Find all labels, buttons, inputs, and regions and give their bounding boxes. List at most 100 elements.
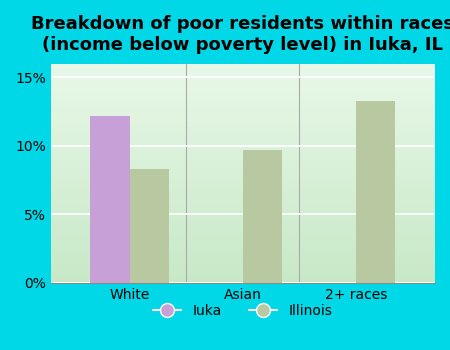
Bar xyxy=(50,210,435,212)
Bar xyxy=(50,257,435,259)
Bar xyxy=(50,160,435,162)
Bar xyxy=(50,171,435,173)
Bar xyxy=(50,158,435,160)
Bar xyxy=(130,169,169,283)
Bar xyxy=(50,130,435,132)
Bar xyxy=(50,180,435,182)
Bar xyxy=(50,142,435,145)
Bar xyxy=(50,94,435,97)
Bar xyxy=(50,64,435,66)
Bar xyxy=(50,241,435,243)
Bar xyxy=(50,114,435,116)
Bar xyxy=(50,197,435,199)
Bar xyxy=(50,228,435,230)
Bar xyxy=(50,92,435,94)
Bar xyxy=(50,177,435,180)
Bar xyxy=(50,121,435,123)
Bar xyxy=(50,272,435,274)
Bar xyxy=(50,162,435,164)
Bar xyxy=(50,105,435,107)
Bar xyxy=(50,230,435,232)
Bar xyxy=(50,83,435,86)
Bar xyxy=(50,149,435,151)
Bar xyxy=(50,189,435,191)
Bar xyxy=(50,99,435,101)
Bar xyxy=(50,267,435,270)
Bar xyxy=(50,195,435,197)
Bar xyxy=(50,116,435,118)
Bar xyxy=(50,86,435,88)
Bar xyxy=(50,68,435,70)
Bar xyxy=(50,270,435,272)
Bar xyxy=(50,175,435,177)
Bar xyxy=(50,245,435,247)
Bar xyxy=(50,127,435,130)
Bar xyxy=(50,186,435,189)
Bar xyxy=(50,103,435,105)
Bar xyxy=(50,173,435,175)
Bar xyxy=(50,254,435,257)
Bar xyxy=(50,182,435,184)
Bar xyxy=(50,70,435,72)
Bar xyxy=(50,66,435,68)
Bar xyxy=(50,247,435,250)
Bar xyxy=(90,116,130,283)
Bar xyxy=(50,184,435,186)
Bar xyxy=(50,219,435,221)
Bar xyxy=(50,259,435,261)
Bar xyxy=(50,125,435,127)
Bar xyxy=(50,110,435,112)
Bar xyxy=(50,90,435,92)
Bar xyxy=(50,206,435,208)
Title: Breakdown of poor residents within races
(income below poverty level) in Iuka, I: Breakdown of poor residents within races… xyxy=(32,15,450,54)
Bar xyxy=(50,274,435,276)
Bar xyxy=(50,237,435,239)
Bar xyxy=(50,145,435,147)
Bar xyxy=(50,77,435,79)
Bar xyxy=(50,202,435,204)
Bar xyxy=(50,132,435,134)
Bar xyxy=(243,150,282,283)
Bar xyxy=(50,151,435,153)
Bar xyxy=(50,136,435,138)
Bar xyxy=(50,123,435,125)
Bar xyxy=(50,280,435,283)
Bar xyxy=(50,88,435,90)
Legend: Iuka, Illinois: Iuka, Illinois xyxy=(148,299,338,324)
Bar xyxy=(50,234,435,237)
Bar xyxy=(50,156,435,158)
Bar xyxy=(50,134,435,136)
Bar xyxy=(50,112,435,114)
Bar xyxy=(50,118,435,121)
Bar xyxy=(50,199,435,202)
Bar xyxy=(50,191,435,193)
Bar xyxy=(50,169,435,171)
Bar xyxy=(50,167,435,169)
Bar xyxy=(50,81,435,83)
Bar xyxy=(50,107,435,110)
Bar xyxy=(50,138,435,140)
Bar xyxy=(50,164,435,167)
Bar xyxy=(50,250,435,252)
Bar xyxy=(50,72,435,75)
Bar xyxy=(356,101,396,283)
Bar xyxy=(50,97,435,99)
Bar xyxy=(50,101,435,103)
Bar xyxy=(50,215,435,217)
Bar xyxy=(50,147,435,149)
Bar xyxy=(50,232,435,234)
Bar xyxy=(50,261,435,263)
Bar xyxy=(50,79,435,81)
Bar xyxy=(50,263,435,265)
Bar xyxy=(50,252,435,254)
Bar xyxy=(50,208,435,210)
Bar xyxy=(50,243,435,245)
Bar xyxy=(50,140,435,142)
Bar xyxy=(50,75,435,77)
Bar xyxy=(50,239,435,241)
Bar xyxy=(50,212,435,215)
Bar xyxy=(50,265,435,267)
Bar xyxy=(50,226,435,228)
Bar xyxy=(50,224,435,226)
Bar xyxy=(50,278,435,280)
